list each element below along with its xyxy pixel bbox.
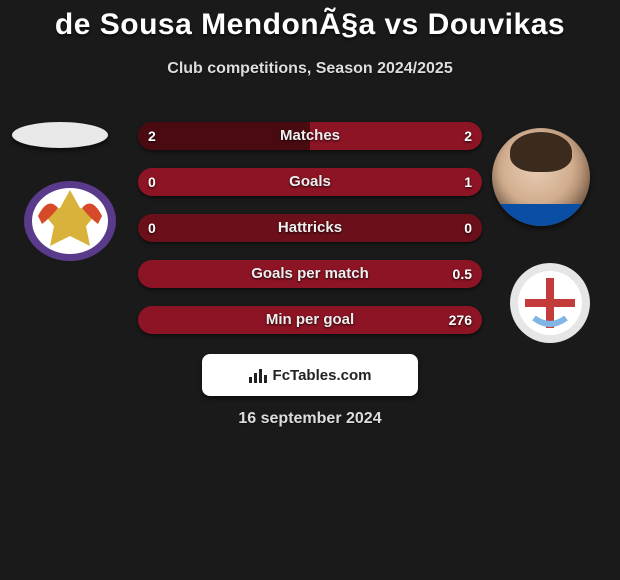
club-crest-left (20, 178, 120, 264)
stat-row-goals-per-match: Goals per match 0.5 (138, 260, 482, 288)
comparison-card: de Sousa MendonÃ§a vs Douvikas Club comp… (0, 0, 620, 580)
stat-fill-right (138, 168, 482, 196)
stat-value-left: 0 (148, 214, 156, 242)
stat-fill-right (138, 260, 482, 288)
fctables-label: FcTables.com (273, 367, 372, 384)
stat-value-right: 0 (464, 214, 472, 242)
stat-fill-left (138, 122, 310, 150)
stat-bars: 2 Matches 2 0 Goals 1 0 Hattricks 0 Goal… (138, 122, 482, 352)
player-left-placeholder (12, 122, 108, 148)
stat-row-hattricks: 0 Hattricks 0 (138, 214, 482, 242)
stat-label: Hattricks (138, 214, 482, 242)
stat-row-min-per-goal: Min per goal 276 (138, 306, 482, 334)
page-title: de Sousa MendonÃ§a vs Douvikas (0, 8, 620, 42)
report-date: 16 september 2024 (0, 410, 620, 428)
stat-fill-right (138, 306, 482, 334)
page-subtitle: Club competitions, Season 2024/2025 (0, 60, 620, 78)
stat-row-matches: 2 Matches 2 (138, 122, 482, 150)
fctables-badge[interactable]: FcTables.com (202, 354, 418, 396)
stat-row-goals: 0 Goals 1 (138, 168, 482, 196)
player-right-photo (492, 128, 590, 226)
bars-icon (249, 367, 267, 383)
club-crest-right (500, 260, 600, 346)
stat-fill-right (310, 122, 482, 150)
